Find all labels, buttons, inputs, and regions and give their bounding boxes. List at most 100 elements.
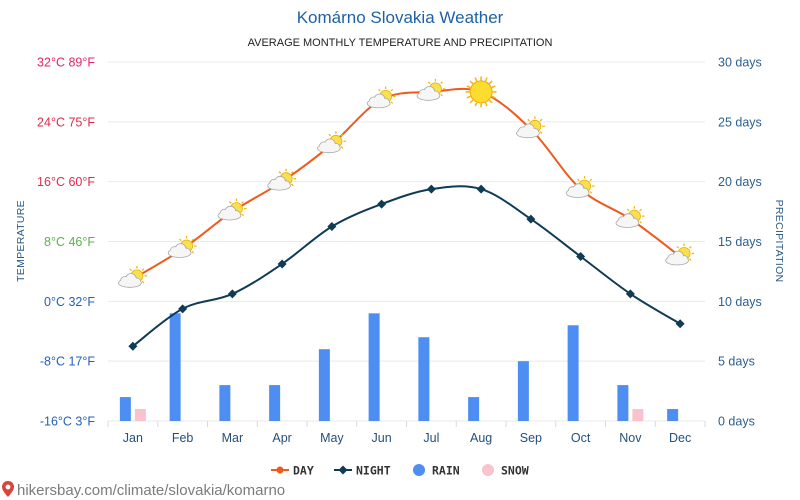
sun-ray: [440, 81, 443, 85]
x-tick-label: Feb: [172, 431, 194, 445]
location-pin-icon: [2, 481, 14, 497]
y-right-tick-label: 15 days: [718, 235, 762, 249]
x-tick-label: Aug: [470, 431, 492, 445]
x-tick-label: Sep: [520, 431, 542, 445]
sun-ray: [589, 178, 593, 182]
rain-bar: [119, 397, 131, 421]
cloud-body: [125, 273, 136, 284]
sun-ray: [484, 102, 488, 107]
rain-bar: [269, 385, 281, 421]
x-tick-label: Dec: [669, 431, 691, 445]
sun-ray: [440, 93, 443, 97]
cloud-body: [424, 86, 435, 97]
rain-bar: [368, 313, 380, 421]
sun-ray: [390, 88, 394, 92]
night-marker: [227, 289, 237, 299]
sun-ray: [474, 102, 478, 107]
day-temperature-line: [132, 87, 681, 280]
chart-title: Komárno Slovakia Weather: [297, 8, 504, 27]
y-left-tick-label: -16°C 3°F: [40, 415, 96, 429]
sun-ray: [484, 77, 488, 82]
sun-ray: [278, 171, 282, 174]
cloud-body: [581, 188, 589, 196]
sun-ray: [688, 258, 692, 262]
sun-ray: [474, 77, 478, 82]
x-tick-label: Jul: [423, 431, 439, 445]
legend-item-snow: SNOW: [482, 464, 529, 478]
x-tick-label: Oct: [571, 431, 591, 445]
partly-cloudy-icon: [565, 176, 595, 198]
y-left-tick-label: -8°C 17°F: [40, 355, 96, 369]
rain-bar: [517, 361, 529, 421]
rain-bar: [567, 325, 579, 421]
cloud-body: [232, 211, 240, 219]
x-tick-label: Jan: [123, 431, 143, 445]
rain-bar: [418, 337, 430, 421]
rain-bar: [617, 385, 629, 421]
night-marker: [476, 184, 486, 194]
cloud-body: [225, 206, 236, 217]
night-marker: [675, 319, 685, 329]
legend-snow-label: SNOW: [501, 464, 529, 478]
y-right-tick-label: 30 days: [718, 56, 762, 70]
y-left-tick-label: 24°C 75°F: [37, 115, 95, 129]
x-tick-label: Jun: [372, 431, 392, 445]
partly-cloudy-icon: [665, 243, 695, 266]
sun-ray: [290, 183, 294, 187]
sun-ray: [626, 208, 630, 212]
cloud-body: [332, 143, 340, 151]
chart-subtitle: AVERAGE MONTHLY TEMPERATURE AND PRECIPIT…: [248, 37, 553, 49]
cloud-body: [573, 184, 584, 195]
sun-ray: [488, 80, 493, 85]
night-marker: [128, 341, 138, 351]
sun-ray: [141, 280, 145, 284]
y-right-tick-label: 20 days: [718, 175, 762, 189]
snow-bar: [632, 409, 644, 421]
sun-ray: [340, 146, 344, 149]
cloud-body: [275, 176, 286, 187]
sun-ray: [469, 99, 474, 104]
x-axis: Jan Feb Mar Apr May Jun Jul Aug Sep Oct Nov Dec: [107, 421, 706, 445]
y-left-tick-label: 0°C 32°F: [44, 295, 95, 309]
night-marker: [576, 251, 586, 261]
legend-snow-dot: [482, 464, 494, 476]
sun-ray: [241, 213, 244, 217]
sun-icon: [465, 76, 497, 108]
partly-cloudy-icon: [167, 236, 197, 258]
sun-ray: [469, 80, 474, 85]
legend-item-rain: RAIN: [413, 464, 460, 478]
y-left-tick-label: 16°C 60°F: [37, 175, 95, 189]
x-tick-label: Apr: [272, 431, 291, 445]
x-tick-label: Mar: [222, 431, 244, 445]
sun-ray: [241, 201, 244, 204]
snow-bar: [134, 409, 146, 421]
gridlines: [108, 61, 705, 422]
sun-ray: [527, 118, 531, 122]
y-right-tick-label: 5 days: [718, 355, 755, 369]
night-marker: [526, 214, 536, 224]
rain-bar: [219, 385, 231, 421]
cloud-body: [183, 248, 191, 256]
cloud-body: [282, 181, 290, 189]
legend-rain-label: RAIN: [432, 464, 460, 478]
cloud-body: [673, 251, 684, 262]
sun-ray: [191, 250, 195, 254]
partly-cloudy-icon: [217, 198, 247, 221]
rain-bar: [667, 409, 679, 421]
sun-ray: [340, 133, 344, 137]
temperature-lines: [132, 87, 681, 348]
legend-night-diamond: [338, 465, 348, 475]
legend-item-night: NIGHT: [334, 464, 391, 478]
sun-ray: [539, 118, 543, 122]
night-marker: [277, 259, 287, 269]
sun-ray: [466, 85, 471, 89]
sun-ray: [639, 220, 642, 224]
partly-cloudy-icon: [416, 78, 446, 101]
night-marker: [178, 304, 188, 314]
partly-cloudy-icon: [267, 168, 297, 191]
y-right-tick-label: 25 days: [718, 115, 762, 129]
cloud-body: [623, 214, 634, 225]
sun-ray: [290, 171, 294, 174]
partly-cloudy-icon: [118, 265, 147, 288]
footer: hikersbay.com/climate/slovakia/komarno: [2, 481, 285, 499]
